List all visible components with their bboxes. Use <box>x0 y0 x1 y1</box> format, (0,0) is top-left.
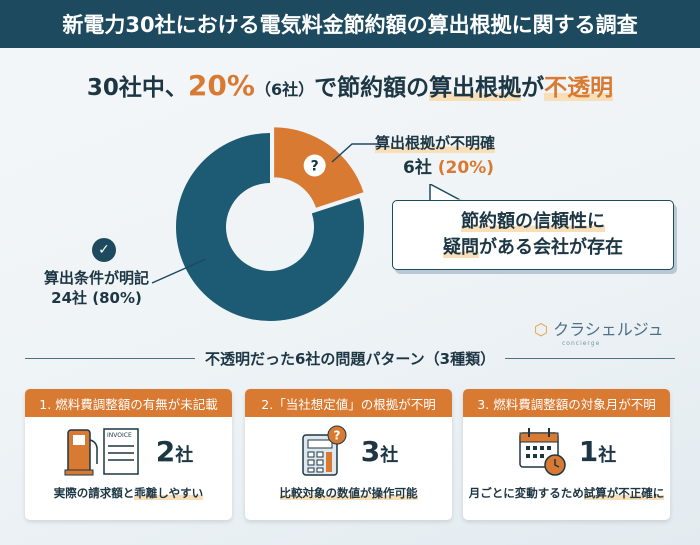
donut-chart: ? <box>175 127 364 321</box>
card-unit: 社 <box>175 444 194 466</box>
leader-line <box>331 143 378 163</box>
svg-text:?: ? <box>333 429 340 443</box>
card-footer-highlight: 試算が不正確に <box>583 486 665 500</box>
bubble-line: がある会社が存在 <box>479 237 623 258</box>
logo-icon: ⬡ <box>534 320 548 339</box>
card-unit: 社 <box>598 444 617 466</box>
headline-part: が <box>521 75 545 101</box>
card-count: 1 <box>578 434 599 468</box>
clear-label: 算出条件が明記 24社 (80%) <box>44 268 149 308</box>
card-header: 3. 燃料費調整額の対象月が不明 <box>463 389 670 417</box>
fuel-pump-invoice-icon: INVOICE <box>64 428 139 476</box>
logo-subtext: concierge <box>562 340 601 347</box>
headline: 30社中、20%（6社）で節約額の算出根拠が不透明 <box>0 68 700 102</box>
clear-title: 算出条件が明記 <box>44 269 150 287</box>
bubble-line: 節約額の信頼性に <box>461 211 605 232</box>
section-header: 不透明だった6社の問題パターン（3種類） <box>25 348 676 369</box>
clear-value: 24社 (80%) <box>51 289 142 307</box>
card-count: 2 <box>155 434 176 468</box>
opaque-label: 算出根拠が不明確 6社 (20%) <box>375 132 496 178</box>
invoice-text: INVOICE <box>107 432 132 439</box>
leader-line <box>151 258 207 284</box>
section-title: 不透明だった6社の問題パターン（3種類） <box>204 350 496 368</box>
opaque-percent: (20%) <box>437 158 494 178</box>
calendar-clock-icon <box>519 428 566 476</box>
donut-slice <box>175 133 364 321</box>
pattern-card-1: 1. 燃料費調整額の有無が未記載 INVOICE 2社 実際の請求額と乖離しやす… <box>25 389 232 520</box>
question-mark: ? <box>311 159 319 175</box>
card-footer: 実際の請求額と <box>53 486 135 500</box>
headline-part: （6社） <box>254 80 315 99</box>
headline-part: 算出根拠 <box>429 75 522 101</box>
card-footer-highlight: 乖離しやすい <box>134 486 204 500</box>
page-title: 新電力30社における電気料金節約額の算出根拠に関する調査 <box>0 0 700 48</box>
card-header: 2.「当社想定値」の根拠が不明 <box>245 389 452 417</box>
bubble-line: 疑問 <box>443 237 479 258</box>
opaque-count: 6社 <box>403 158 432 178</box>
headline-percent: 20% <box>187 69 255 102</box>
check-icon: ✓ <box>92 238 116 262</box>
headline-part: 不透明 <box>544 75 614 101</box>
pattern-card-3: 3. 燃料費調整額の対象月が不明 1社 月ごとに変動するため試算が不正確に <box>463 389 670 520</box>
pattern-card-2: 2.「当社想定値」の根拠が不明 ? 3社 比較対象の数値が操作可能 <box>245 389 452 520</box>
divider <box>505 357 676 360</box>
headline-part: で節約額の <box>314 75 430 101</box>
card-count: 3 <box>360 434 381 468</box>
question-icon <box>303 154 326 177</box>
card-footer-highlight: 比較対象の数値が操作可能 <box>279 486 418 500</box>
callout-bubble: 節約額の信頼性に 疑問がある会社が存在 <box>392 200 674 270</box>
logo-text: クラシェルジュ <box>553 320 664 339</box>
headline-part: 30社中、 <box>86 75 188 101</box>
logo: ⬡ クラシェルジュ concierge <box>534 316 664 347</box>
card-header: 1. 燃料費調整額の有無が未記載 <box>25 389 232 417</box>
opaque-title: 算出根拠が不明確 <box>375 132 496 153</box>
card-footer: 月ごとに変動するため <box>468 486 584 500</box>
calculator-question-icon: ? <box>302 425 347 476</box>
card-unit: 社 <box>380 444 399 466</box>
divider <box>25 357 195 360</box>
